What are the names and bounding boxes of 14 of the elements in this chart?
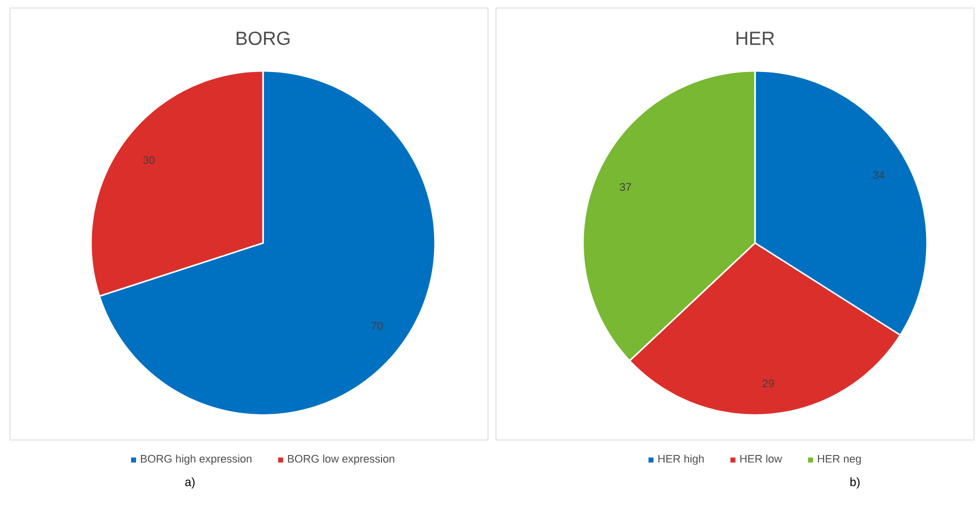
legend-label: HER high [658, 454, 704, 465]
data-label: 34 [872, 171, 884, 179]
text: a) [185, 477, 195, 489]
legend-label: HER neg [818, 455, 861, 465]
text: b) [850, 477, 860, 489]
data-label: 37 [620, 183, 632, 191]
data-label: 29 [762, 380, 774, 388]
data-label: 30 [143, 156, 155, 164]
legend-label: HER low [740, 454, 782, 463]
legend-label: BORG low expression [288, 454, 394, 465]
legend-label: BORG high expression [140, 454, 252, 465]
data-label: 70 [372, 322, 383, 330]
chart-title: BORG [236, 32, 290, 46]
chart-title: HER [736, 32, 774, 45]
